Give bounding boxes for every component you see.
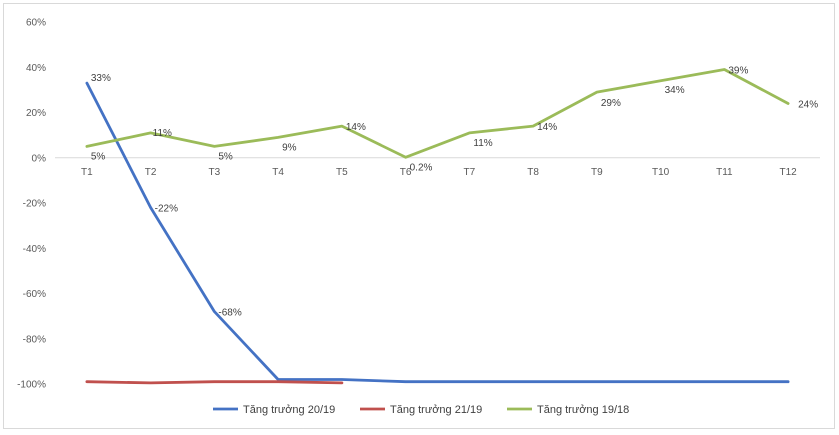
y-tick-label: -80% xyxy=(23,334,46,345)
legend-entry: Tăng trưởng 19/18 xyxy=(537,404,629,416)
data-label: 24% xyxy=(798,99,818,110)
series-lines xyxy=(87,70,788,383)
x-tick-label: T2 xyxy=(145,167,157,178)
data-label: 0.2% xyxy=(410,162,433,173)
data-label: 11% xyxy=(153,128,172,139)
x-tick-label: T8 xyxy=(527,167,539,178)
series-line-1 xyxy=(87,83,788,382)
x-tick-label: T1 xyxy=(81,167,93,178)
y-tick-label: -100% xyxy=(17,380,46,391)
data-label: 29% xyxy=(601,98,621,109)
data-label: 34% xyxy=(665,85,685,96)
y-tick-label: 20% xyxy=(26,108,46,119)
series-line-3 xyxy=(87,70,788,158)
data-label: 9% xyxy=(282,142,297,153)
x-tick-label: T5 xyxy=(336,167,348,178)
y-tick-label: 0% xyxy=(32,153,47,164)
data-label: 14% xyxy=(346,122,366,133)
legend-entry: Tăng trưởng 20/19 xyxy=(243,404,335,416)
legend: Tăng trưởng 20/19 Tăng trưởng 21/19 Tăng t… xyxy=(213,404,629,416)
series-line-2 xyxy=(87,382,342,383)
data-label: 5% xyxy=(91,151,106,162)
legend-entry: Tăng trưởng 21/19 xyxy=(390,404,482,416)
x-axis-tick-labels: T1 T2 T3 T4 T5 T6 T7 T8 T9 T10 T11 T12 xyxy=(81,167,797,178)
y-axis-tick-labels: 60% 40% 20% 0% -20% -40% -60% -80% -100% xyxy=(17,18,46,391)
y-tick-label: 60% xyxy=(26,18,46,29)
data-label: 11% xyxy=(473,138,492,149)
x-tick-label: T9 xyxy=(591,167,603,178)
x-tick-label: T4 xyxy=(272,167,284,178)
x-tick-label: T11 xyxy=(716,167,733,178)
y-tick-label: -20% xyxy=(23,199,46,210)
data-label: 14% xyxy=(537,122,557,133)
line-chart: 60% 40% 20% 0% -20% -40% -60% -80% -100% T1 T2 T3 T… xyxy=(0,0,839,435)
y-tick-label: -40% xyxy=(23,244,46,255)
data-label: 39% xyxy=(728,66,748,77)
y-tick-label: -60% xyxy=(23,289,46,300)
data-labels: 33% -22% -68% 5% 11% 5% 9% 14% 0.2% 11% 14% 29% 34% 3… xyxy=(91,66,818,319)
x-tick-label: T10 xyxy=(652,167,670,178)
data-label: 5% xyxy=(218,151,233,162)
y-tick-label: 40% xyxy=(26,63,46,74)
data-label: -22% xyxy=(155,204,178,215)
x-tick-label: T3 xyxy=(209,167,221,178)
x-tick-label: T7 xyxy=(464,167,476,178)
data-label: -68% xyxy=(218,308,241,319)
data-label: 33% xyxy=(91,73,111,84)
x-tick-label: T12 xyxy=(780,167,798,178)
